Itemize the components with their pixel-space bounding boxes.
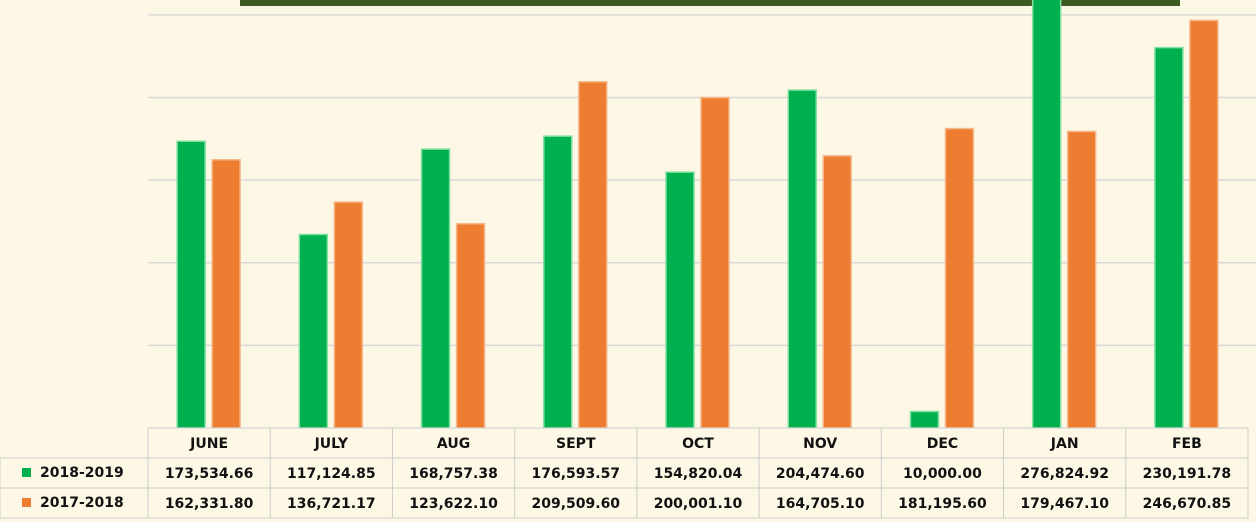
value-label: 230,191.78 <box>1143 466 1232 482</box>
bar <box>944 127 975 428</box>
bar <box>665 171 695 428</box>
x-tick-label: OCT <box>682 436 714 452</box>
x-tick-label: JULY <box>314 436 349 452</box>
bar <box>1066 130 1097 428</box>
value-label: 209,509.60 <box>531 496 620 512</box>
value-label: 204,474.60 <box>776 466 865 482</box>
legend-swatch <box>22 468 31 477</box>
value-label: 176,593.57 <box>531 466 620 482</box>
x-tick-label: AUG <box>437 436 470 452</box>
legend-swatch <box>22 498 31 507</box>
bar <box>420 148 451 428</box>
value-label: 10,000.00 <box>903 466 982 482</box>
value-label: 168,757.38 <box>409 466 498 482</box>
legend-label: 2017-2018 <box>40 495 124 511</box>
bar <box>211 158 241 428</box>
value-label: 200,001.10 <box>654 496 743 512</box>
x-tick-label: JAN <box>1050 436 1079 452</box>
value-label: 117,124.85 <box>287 466 376 482</box>
value-label: 246,670.85 <box>1143 496 1232 512</box>
bar <box>333 201 364 428</box>
x-tick-label: FEB <box>1172 436 1202 452</box>
bar <box>787 89 817 428</box>
value-label: 173,534.66 <box>165 466 254 482</box>
bar <box>578 81 608 428</box>
bar <box>1154 46 1184 428</box>
bar <box>1031 0 1062 428</box>
title-banner <box>240 0 1180 6</box>
legend-label: 2018-2019 <box>40 465 124 481</box>
bar <box>543 135 573 428</box>
value-label: 154,820.04 <box>654 466 743 482</box>
x-tick-label: DEC <box>927 436 958 452</box>
value-label: 136,721.17 <box>287 496 376 512</box>
bar <box>1189 19 1219 428</box>
value-label: 276,824.92 <box>1020 466 1109 482</box>
x-tick-label: NOV <box>803 436 837 452</box>
bar <box>700 96 730 428</box>
bar <box>909 410 940 428</box>
bar <box>455 222 486 428</box>
x-tick-label: JUNE <box>189 436 228 452</box>
table-bg <box>147 427 1249 519</box>
bar <box>176 140 206 428</box>
value-label: 181,195.60 <box>898 496 987 512</box>
bar <box>298 233 329 428</box>
value-label: 179,467.10 <box>1020 496 1109 512</box>
value-label: 162,331.80 <box>165 496 254 512</box>
x-tick-label: SEPT <box>556 436 596 452</box>
bar <box>822 155 852 428</box>
value-label: 123,622.10 <box>409 496 498 512</box>
value-label: 164,705.10 <box>776 496 865 512</box>
